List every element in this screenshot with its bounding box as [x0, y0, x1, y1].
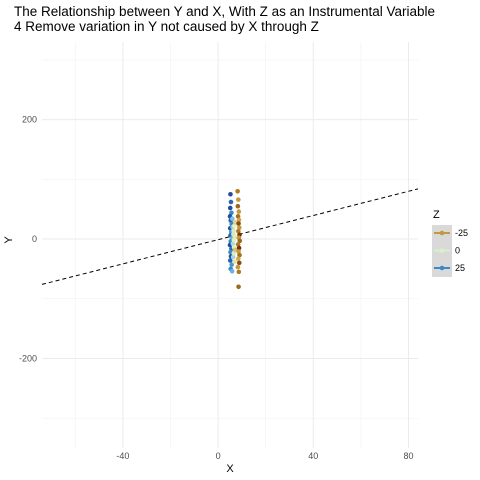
data-point	[228, 191, 233, 197]
legend-key-point	[439, 248, 445, 253]
data-point	[231, 251, 237, 256]
data-point	[232, 247, 238, 253]
data-point	[235, 214, 241, 219]
data-point	[229, 268, 235, 274]
y-tick-labels: -200 0 200	[19, 115, 37, 364]
legend: Z -25 0 25	[432, 209, 468, 277]
data-point	[235, 188, 240, 194]
data-point	[229, 210, 234, 216]
data-points	[227, 188, 243, 290]
data-point	[231, 228, 236, 233]
data-point	[236, 228, 241, 234]
y-tick-label: 0	[32, 234, 37, 244]
legend-label: 25	[455, 263, 465, 273]
data-point	[235, 264, 241, 270]
data-point	[236, 245, 242, 251]
legend-key-point	[439, 230, 445, 236]
chart-subtitle: 4 Remove variation in Y not caused by X …	[14, 19, 319, 34]
fit-line	[41, 188, 419, 285]
data-point	[230, 254, 236, 260]
data-point	[236, 209, 242, 214]
data-point	[228, 199, 234, 205]
data-point	[235, 242, 241, 247]
data-point	[236, 256, 241, 262]
data-point	[236, 221, 241, 226]
chart-title: The Relationship between Y and X, With Z…	[14, 4, 435, 19]
y-axis-label: Y	[3, 236, 15, 244]
x-axis-label: X	[226, 463, 234, 475]
x-tick-labels: -40 0 40 80	[116, 451, 413, 461]
grid-minor	[42, 42, 418, 448]
data-point	[236, 284, 241, 290]
data-point	[230, 241, 236, 247]
data-point	[236, 269, 242, 275]
legend-title: Z	[433, 209, 440, 221]
data-point	[236, 249, 241, 254]
data-point	[232, 234, 238, 239]
data-point	[236, 197, 241, 202]
x-tick-label: 40	[308, 451, 318, 461]
data-point	[229, 262, 234, 268]
data-point	[231, 237, 237, 243]
data-point	[235, 203, 241, 209]
legend-label: 0	[455, 246, 460, 256]
data-point	[236, 217, 242, 223]
y-tick-label: -200	[19, 353, 37, 363]
data-point	[227, 258, 233, 263]
y-tick-label: 200	[22, 115, 37, 125]
data-point	[231, 223, 237, 229]
legend-label: -25	[455, 228, 468, 238]
data-point	[236, 260, 242, 266]
x-tick-label: 80	[403, 451, 413, 461]
legend-entries: -25 0 25	[434, 228, 468, 273]
data-point	[237, 252, 242, 258]
data-point	[230, 216, 235, 222]
legend-key-point	[439, 265, 445, 271]
data-point	[232, 259, 237, 265]
x-tick-label: 0	[216, 451, 221, 461]
data-point	[236, 225, 242, 230]
data-point	[227, 205, 233, 211]
x-tick-label: -40	[116, 451, 129, 461]
data-point	[237, 238, 243, 244]
